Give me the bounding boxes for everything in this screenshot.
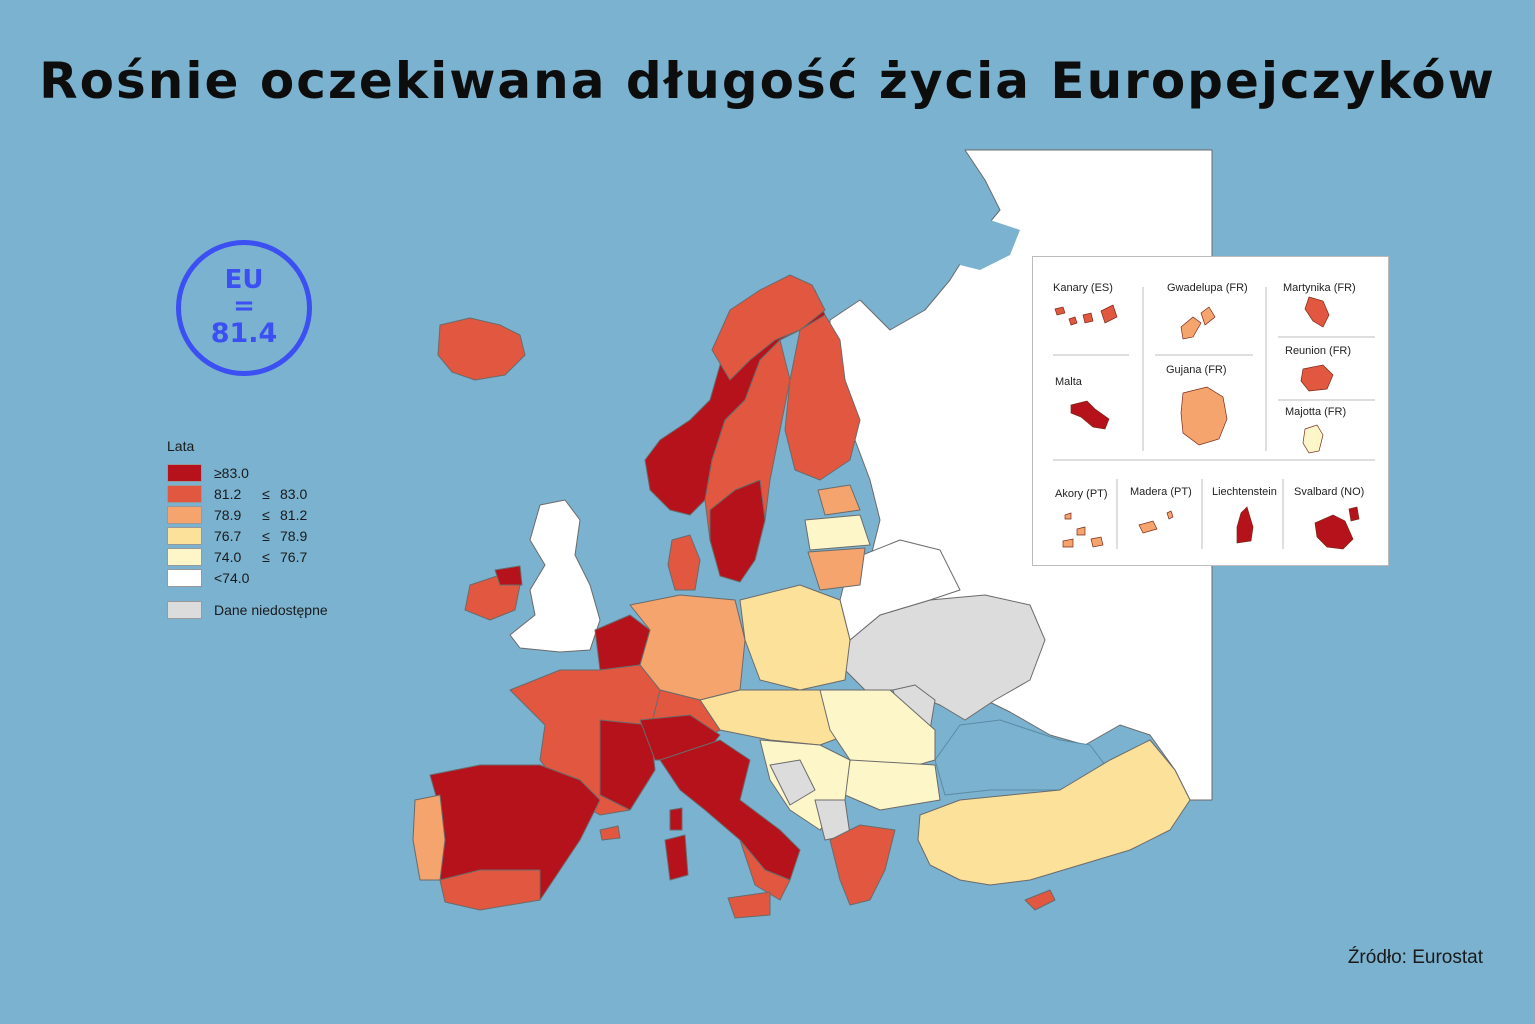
inset-label-majotta: Majotta (FR) (1285, 406, 1347, 418)
inset-label-akory: Akory (PT) (1055, 488, 1108, 500)
legend-title: Lata (167, 438, 195, 454)
legend-row: 74.0 ≤ 76.7 (167, 546, 328, 567)
inset-label-svalbard: Svalbard (NO) (1294, 486, 1365, 498)
legend-low: 78.9 (214, 506, 242, 523)
inset-label-kanary: Kanary (ES) (1053, 282, 1113, 294)
map-region-uk (509, 499, 601, 653)
legend-swatch (167, 484, 202, 503)
legend-swatch (167, 463, 202, 482)
eu-badge-label: EU (224, 265, 264, 295)
legend-op: ≤ (262, 485, 270, 502)
inset-shape-kanary (1054, 304, 1118, 326)
legend-row: 76.7 ≤ 78.9 (167, 525, 328, 546)
page-title: Rośnie oczekiwana długość życia Europejc… (39, 52, 1496, 110)
map-region-bulgaria (844, 759, 941, 811)
legend-row: <74.0 (167, 567, 328, 588)
inset-shape-liechtenstein (1236, 506, 1254, 544)
inset-label-malta: Malta (1055, 376, 1082, 388)
map-region-white-sea (955, 220, 1020, 270)
legend-low: 81.2 (214, 485, 242, 502)
legend-high: 78.9 (280, 527, 308, 544)
inset-shape-gujana (1180, 386, 1228, 446)
map-region-balearic (599, 825, 621, 841)
map-region-iceland (437, 317, 526, 381)
legend-low: <74.0 (214, 569, 250, 586)
inset-label-madera: Madera (PT) (1130, 486, 1192, 498)
legend-swatch (167, 547, 202, 566)
legend-op: ≤ (262, 527, 270, 544)
map-region-norway (644, 279, 826, 516)
map-legend: Lata ≥83.0 81.2 ≤ 83.0 78.9 ≤ 81.2 76.7 … (167, 438, 328, 620)
map-region-estonia (817, 484, 861, 516)
map-region-denmark (667, 534, 701, 591)
inset-label-martynika: Martynika (FR) (1283, 282, 1356, 294)
map-region-latvia (804, 514, 871, 551)
legend-op: ≤ (262, 506, 270, 523)
legend-row: 81.2 ≤ 83.0 (167, 483, 328, 504)
source-note: Źródło: Eurostat (1347, 947, 1483, 968)
inset-panel: Kanary (ES) Gwadelupa (FR) Martynika (FR… (1032, 256, 1389, 566)
legend-low: ≥83.0 (214, 464, 249, 481)
map-region-bosnia (769, 759, 816, 806)
inset-shape-majotta (1302, 424, 1324, 454)
legend-row: 78.9 ≤ 81.2 (167, 504, 328, 525)
map-region-portugal (412, 794, 446, 881)
map-region-corsica (669, 807, 683, 831)
legend-high: 81.2 (280, 506, 308, 523)
eu-badge-equals: = (233, 291, 255, 321)
map-region-sardinia (664, 834, 689, 881)
map-region-italy (659, 739, 801, 881)
eu-badge-value: 81.4 (210, 318, 278, 349)
map-region-south-sweden (709, 479, 766, 583)
map-region-south-italy (739, 839, 791, 901)
inset-shape-reunion (1300, 364, 1334, 392)
map-region-south-spain (439, 869, 541, 911)
map-region-greece (829, 824, 896, 906)
inset-label-reunion: Reunion (FR) (1285, 345, 1352, 357)
map-region-north-norway (711, 274, 826, 381)
legend-swatch (167, 600, 202, 619)
eu-average-badge: EU = 81.4 (176, 240, 312, 376)
legend-low: 76.7 (214, 527, 242, 544)
map-region-lithuania (807, 547, 866, 591)
inset-shape-akory (1062, 512, 1104, 548)
inset-shape-madera (1138, 510, 1174, 534)
inset-shape-svalbard (1314, 506, 1360, 550)
legend-na-label: Dane niedostępne (214, 601, 328, 618)
map-region-finland (784, 314, 861, 481)
inset-map (1053, 287, 1375, 550)
map-region-poland (739, 584, 851, 691)
legend-high: 76.7 (280, 548, 308, 565)
inset-shape-malta (1070, 400, 1110, 430)
legend-swatch (167, 568, 202, 587)
legend-row: ≥83.0 (167, 462, 328, 483)
inset-shape-martynika (1304, 296, 1330, 328)
legend-swatch (167, 526, 202, 545)
inset-label-gujana: Gujana (FR) (1166, 364, 1227, 376)
legend-high: 83.0 (280, 485, 308, 502)
map-region-cyprus (1024, 889, 1056, 911)
inset-label-liechtenstein: Liechtenstein (1212, 486, 1277, 498)
map-region-northern-ireland (494, 565, 523, 586)
legend-op: ≤ (262, 548, 270, 565)
legend-row-na: Dane niedostępne (167, 599, 328, 620)
inset-label-gwadelupa: Gwadelupa (FR) (1167, 282, 1248, 294)
legend-low: 74.0 (214, 548, 242, 565)
legend-swatch (167, 505, 202, 524)
inset-shape-gwadelupa (1180, 306, 1216, 340)
map-region-turkey (917, 739, 1191, 886)
map-region-sicily (727, 891, 771, 919)
